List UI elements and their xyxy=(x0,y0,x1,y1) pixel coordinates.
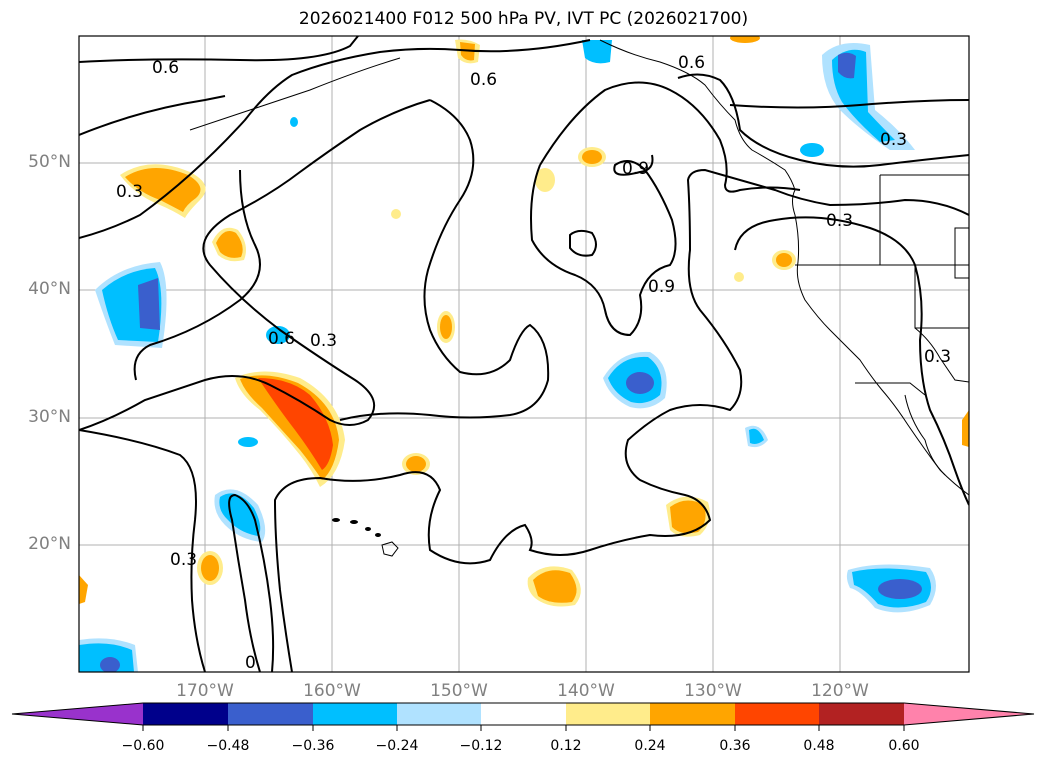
lon-label: 160°W xyxy=(303,681,361,701)
lat-label: 30°N xyxy=(28,407,71,427)
colorbar-tick-label: 0.24 xyxy=(634,738,666,754)
contour-label: 0.9 xyxy=(648,277,675,297)
contour-label: 0.3 xyxy=(924,347,951,367)
colorbar-tick-label: −0.24 xyxy=(375,738,419,754)
blob-ak-top xyxy=(582,40,612,64)
lat-label: 20°N xyxy=(28,534,71,554)
lon-label: 150°W xyxy=(430,681,488,701)
lon-label: 120°W xyxy=(811,681,869,701)
hawaii-islands xyxy=(332,518,399,557)
map-title: 2026021400 F012 500 hPa PV, IVT PC (2026… xyxy=(298,9,749,29)
contour-label: 0.6 xyxy=(678,53,705,73)
pv-contours xyxy=(79,36,969,672)
contour-label: 0.9 xyxy=(622,159,649,179)
positive-anomalies xyxy=(79,36,969,607)
colorbar-tick-label: −0.36 xyxy=(291,738,335,754)
contour-label: 0.3 xyxy=(170,550,197,570)
coastlines xyxy=(189,39,969,496)
colorbar-tick-label: 0.12 xyxy=(550,738,582,754)
colorbar-tick-label: 0.60 xyxy=(888,738,920,754)
contour-label: 0.3 xyxy=(116,182,143,202)
lat-label: 50°N xyxy=(28,152,71,172)
contour-label: 0.6 xyxy=(152,58,179,78)
lon-label: 130°W xyxy=(684,681,742,701)
contour-label: 0.6 xyxy=(268,329,295,349)
negative-anomalies xyxy=(79,40,936,672)
contour-label: 0 xyxy=(245,653,256,673)
colorbar xyxy=(11,702,1035,731)
lat-label: 40°N xyxy=(28,279,71,299)
contour-label: 0.6 xyxy=(470,70,497,90)
colorbar-tick-label: 0.36 xyxy=(719,738,751,754)
blob-dark-ak xyxy=(838,52,856,79)
gridlines xyxy=(79,36,969,672)
lon-label: 170°W xyxy=(176,681,234,701)
colorbar-tick-label: −0.48 xyxy=(206,738,250,754)
contour-label: 0.3 xyxy=(880,130,907,150)
lon-label: 140°W xyxy=(557,681,615,701)
colorbar-tick-label: 0.48 xyxy=(803,738,835,754)
colorbar-tick-label: −0.12 xyxy=(459,738,503,754)
contour-label: 0.3 xyxy=(826,211,853,231)
contour-label: 0.3 xyxy=(310,331,337,351)
contour-labels: 0.6 0.6 0.6 0.3 0.9 0.9 0.3 0.6 0.3 0.3 … xyxy=(116,53,951,673)
colorbar-tick-label: −0.60 xyxy=(121,738,165,754)
